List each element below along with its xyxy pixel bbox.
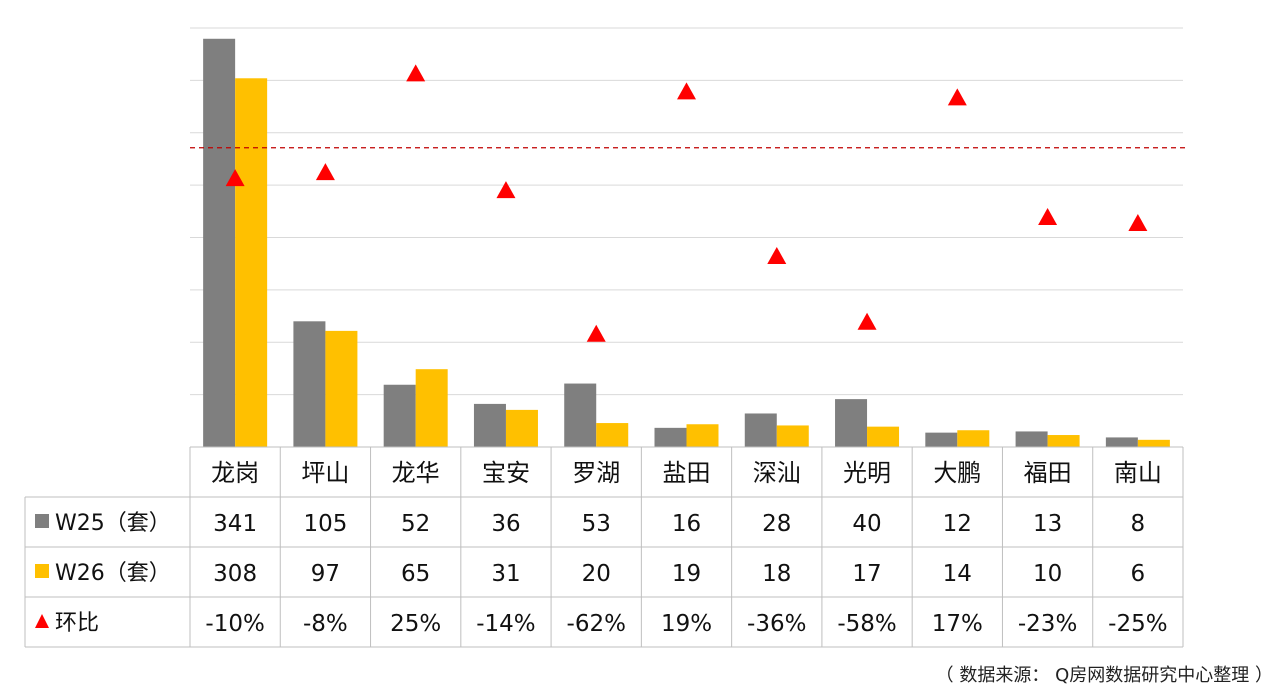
data-label: 12 bbox=[943, 511, 972, 537]
bar-w25 bbox=[203, 38, 236, 447]
data-label: 19% bbox=[661, 611, 712, 637]
legend-key bbox=[35, 614, 49, 628]
data-label: 308 bbox=[213, 561, 257, 587]
data-label: 10 bbox=[1033, 561, 1062, 587]
bar-w26 bbox=[957, 430, 990, 447]
legend-key bbox=[35, 514, 49, 528]
bar-w26 bbox=[867, 426, 900, 447]
data-label: 341 bbox=[213, 511, 257, 537]
data-label: -25% bbox=[1108, 611, 1167, 637]
category-label: 盐田 bbox=[663, 459, 711, 487]
bar-w25 bbox=[564, 383, 597, 447]
bar-w26 bbox=[235, 78, 268, 447]
data-label: -8% bbox=[303, 611, 348, 637]
bar-w25 bbox=[473, 403, 506, 447]
marker-triangle bbox=[406, 64, 426, 82]
marker-triangle bbox=[947, 88, 967, 106]
bar-w26 bbox=[1047, 435, 1080, 447]
legend-label: W25（套） bbox=[55, 511, 171, 536]
category-label: 光明 bbox=[843, 459, 891, 487]
category-label: 坪山 bbox=[301, 459, 349, 487]
category-label: 龙华 bbox=[392, 459, 440, 487]
data-label: -14% bbox=[476, 611, 535, 637]
data-label: 28 bbox=[762, 511, 791, 537]
data-label: 20 bbox=[582, 561, 611, 587]
marker-triangle bbox=[677, 82, 696, 100]
category-label: 南山 bbox=[1114, 459, 1162, 487]
data-label: 97 bbox=[311, 561, 340, 587]
category-label: 罗湖 bbox=[572, 459, 620, 487]
data-label: 65 bbox=[401, 561, 430, 587]
data-label: 105 bbox=[303, 511, 347, 537]
marker-triangle bbox=[225, 169, 245, 187]
category-label: 福田 bbox=[1024, 459, 1072, 487]
source-note: （ 数据来源： Q房网数据研究中心整理 ） bbox=[935, 665, 1273, 686]
bar-w26 bbox=[776, 425, 809, 447]
data-label: -10% bbox=[205, 611, 264, 637]
marker-triangle bbox=[1128, 214, 1148, 232]
bar-w25 bbox=[1105, 437, 1138, 447]
data-label: -36% bbox=[747, 611, 806, 637]
bar-w26 bbox=[325, 330, 358, 447]
bar-w25 bbox=[383, 384, 416, 447]
bar-w25 bbox=[744, 413, 777, 447]
bar-w26 bbox=[596, 423, 629, 447]
bar-w25 bbox=[293, 321, 326, 447]
bar-w26 bbox=[415, 369, 448, 447]
legend-label: W26（套） bbox=[55, 561, 171, 586]
data-label: 17% bbox=[932, 611, 983, 637]
marker-triangle bbox=[857, 312, 877, 330]
data-label: 18 bbox=[762, 561, 791, 587]
category-label: 宝安 bbox=[482, 459, 530, 487]
data-label: 14 bbox=[943, 561, 972, 587]
data-label: 25% bbox=[390, 611, 441, 637]
data-label: 13 bbox=[1033, 511, 1062, 537]
bar-w25 bbox=[835, 399, 868, 447]
data-label: 16 bbox=[672, 511, 701, 537]
marker-triangle bbox=[1038, 208, 1058, 226]
data-label: 19 bbox=[672, 561, 701, 587]
data-label: 17 bbox=[852, 561, 881, 587]
data-label: 52 bbox=[401, 511, 430, 537]
category-label: 深汕 bbox=[753, 459, 801, 487]
marker-triangle bbox=[315, 163, 335, 181]
data-label: 53 bbox=[582, 511, 611, 537]
category-label: 大鹏 bbox=[933, 459, 981, 487]
data-label: 40 bbox=[852, 511, 881, 537]
legend-key bbox=[35, 564, 49, 578]
marker-triangle bbox=[586, 324, 606, 342]
legend-label: 环比 bbox=[55, 611, 99, 636]
data-label: -62% bbox=[567, 611, 626, 637]
data-label: -58% bbox=[837, 611, 896, 637]
data-label: 6 bbox=[1131, 561, 1146, 587]
marker-triangle bbox=[767, 246, 787, 264]
bar-w25 bbox=[654, 427, 687, 447]
bar-w26 bbox=[1137, 439, 1170, 447]
category-label: 龙岗 bbox=[211, 459, 259, 487]
marker-triangle bbox=[496, 181, 516, 199]
data-label: -23% bbox=[1018, 611, 1077, 637]
data-label: 8 bbox=[1131, 511, 1146, 537]
bar-w25 bbox=[1015, 431, 1048, 447]
data-label: 36 bbox=[491, 511, 520, 537]
bar-w25 bbox=[925, 432, 958, 447]
bar-w26 bbox=[686, 424, 719, 447]
bar-w26 bbox=[505, 409, 538, 447]
data-label: 31 bbox=[491, 561, 520, 587]
